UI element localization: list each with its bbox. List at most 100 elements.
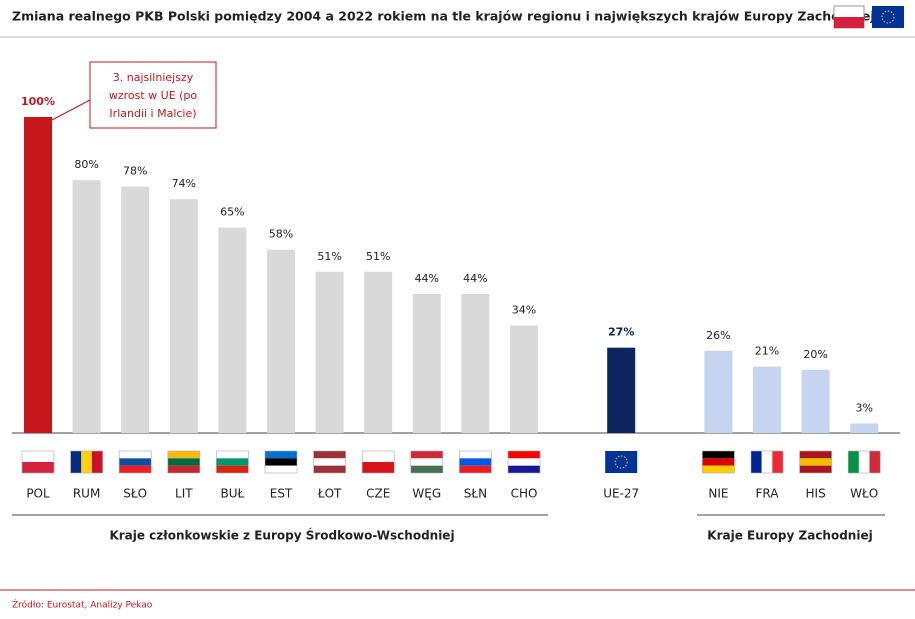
flag-stripe <box>313 465 346 473</box>
flag-stripe <box>167 458 200 466</box>
x-tick-label: WĘG <box>412 487 441 501</box>
value-label: 58% <box>269 228 293 241</box>
x-tick-label: CHO <box>511 487 538 501</box>
value-label: 51% <box>317 250 341 263</box>
group-label: Kraje Europy Zachodniej <box>707 529 872 543</box>
x-tick-label: SŁN <box>464 487 487 501</box>
flag-stripe <box>761 451 773 473</box>
chart-title: Zmiana realnego PKB Polski pomiędzy 2004… <box>12 9 875 24</box>
flag-border <box>507 450 541 474</box>
flag-stripe <box>91 451 103 473</box>
value-label: 100% <box>21 95 55 108</box>
flag-stripe <box>265 458 297 466</box>
flag-stripe <box>858 451 870 473</box>
flag-border <box>167 450 201 474</box>
flag-border <box>799 450 832 474</box>
x-tick-label: BUŁ <box>221 487 245 501</box>
flag-stripe <box>410 465 443 473</box>
bar <box>704 350 733 433</box>
flag-stripe <box>167 465 200 473</box>
value-label: 21% <box>755 345 779 358</box>
x-tick-label: NIE <box>708 487 728 501</box>
value-label: 51% <box>366 250 390 263</box>
flag-stripe <box>119 451 152 459</box>
annotation-pointer <box>51 99 91 121</box>
flag-pl-red <box>834 17 864 28</box>
bar <box>753 366 781 433</box>
flag-border <box>459 450 492 474</box>
bar <box>315 271 344 433</box>
flag-stripe <box>216 451 249 459</box>
flag-border <box>70 450 103 474</box>
flag-stripe <box>22 451 54 462</box>
flag-stripe <box>799 458 832 466</box>
flag-stripe <box>751 451 762 473</box>
bar <box>24 117 52 433</box>
annotation: 3. najsilniejszy <box>113 71 194 84</box>
eu-stars <box>881 10 895 24</box>
group-label: Kraje członkowskie z Europy Środkowo-Wsc… <box>109 528 454 543</box>
value-label: 20% <box>803 348 827 361</box>
value-label: 80% <box>74 158 98 171</box>
bar <box>169 199 198 433</box>
x-tick-label: EST <box>270 487 293 501</box>
flag-stripe <box>313 451 346 459</box>
value-label: 3% <box>855 402 872 415</box>
flag-stripe <box>216 458 249 466</box>
source: Źródło: Eurostat, Analizy Pekao <box>12 599 153 611</box>
flag-border <box>216 450 249 474</box>
annotation: wzrost w UE (po <box>109 89 198 102</box>
flag-stripe <box>459 451 492 459</box>
flag-stripe <box>119 465 152 473</box>
flag-stripe <box>508 458 540 466</box>
annotation: Irlandii i Malcie) <box>109 107 196 120</box>
flag-stripe <box>702 451 735 459</box>
flag-stripe <box>81 451 92 473</box>
x-tick-label: WŁO <box>850 487 878 501</box>
value-label: 78% <box>123 165 147 178</box>
flag-stripe <box>313 458 346 466</box>
flag-stripe <box>265 451 297 459</box>
x-tick-label: RUM <box>73 487 100 501</box>
flag-stripe <box>799 465 832 473</box>
flag-stripe <box>362 451 395 462</box>
flag-border <box>847 450 881 474</box>
flag-border <box>410 450 444 474</box>
value-label: 26% <box>706 329 730 342</box>
flag-stripe <box>70 451 82 473</box>
bar <box>607 347 636 433</box>
flag-stripe <box>799 451 832 459</box>
bar <box>461 293 490 433</box>
x-tick-label: UE-27 <box>603 487 639 501</box>
bar <box>121 186 150 433</box>
x-tick-label: SŁO <box>123 487 147 501</box>
flag-stripe <box>216 465 249 473</box>
flag-stripe <box>410 458 443 466</box>
flag-stripe <box>119 458 152 466</box>
bar <box>267 249 295 433</box>
bar <box>801 369 830 433</box>
x-tick-label: CZE <box>366 487 390 501</box>
flag-stripe <box>410 451 443 459</box>
x-tick-label: LIT <box>175 487 193 501</box>
bar <box>72 180 101 433</box>
annotation-box <box>89 61 217 129</box>
flag-stripe <box>459 458 492 466</box>
bar <box>510 325 538 433</box>
flag-stripe <box>362 462 395 473</box>
flag-stripe <box>459 465 492 473</box>
flag-border <box>118 450 152 474</box>
flag-stripe <box>869 451 881 473</box>
bar <box>412 293 441 433</box>
flag-eu <box>872 6 904 28</box>
bar <box>218 227 247 433</box>
flag-stripe <box>848 451 859 473</box>
flag-border <box>313 450 346 474</box>
value-label: 34% <box>512 304 536 317</box>
x-tick-label: ŁOT <box>317 487 342 501</box>
flag-stripe <box>265 465 297 473</box>
flag-stripe <box>22 462 54 473</box>
value-label: 65% <box>220 206 244 219</box>
flag-stripe <box>702 465 735 473</box>
flag-stripe <box>702 458 735 466</box>
